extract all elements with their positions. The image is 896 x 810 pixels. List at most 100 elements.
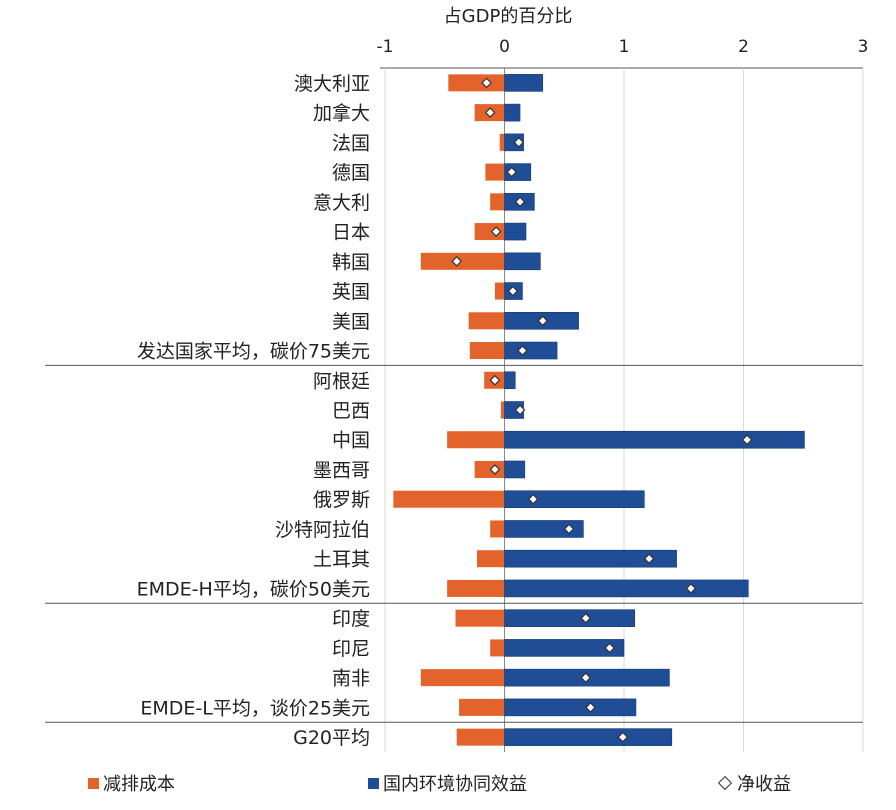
bar-cost — [420, 669, 505, 687]
bar-cost — [447, 431, 505, 449]
bar-cobenefit — [504, 341, 558, 360]
x-tick-label: 3 — [858, 37, 869, 57]
bar-cost — [499, 133, 505, 151]
legend-item-cobenefit: 国内环境协同效益 — [368, 770, 527, 796]
category-label: EMDE-H平均，碳价50美元 — [137, 578, 370, 600]
marker-net — [580, 672, 592, 684]
category-label: 日本 — [332, 222, 370, 244]
marker-net — [527, 493, 539, 505]
bar-cost — [500, 401, 505, 419]
bar-cobenefit — [504, 74, 544, 92]
category-label: 法国 — [332, 132, 370, 154]
bar-cobenefit — [504, 103, 521, 122]
marker-net — [507, 285, 519, 297]
bar-cost — [459, 698, 505, 716]
category-label: 巴西 — [332, 400, 370, 422]
marker-net — [506, 166, 518, 178]
category-label: 发达国家平均，碳价75美元 — [137, 341, 370, 363]
legend: 减排成本 国内环境协同效益 净收益 — [0, 770, 896, 800]
marker-net — [490, 226, 502, 237]
category-label: 墨西哥 — [313, 459, 370, 481]
bar-cobenefit — [504, 490, 645, 509]
bar-cobenefit — [504, 371, 516, 390]
bar-cobenefit — [504, 222, 527, 241]
category-labels: 澳大利亚加拿大法国德国意大利日本韩国英国美国发达国家平均，碳价75美元阿根廷巴西… — [137, 73, 370, 749]
legend-label-net: 净收益 — [737, 774, 791, 795]
bar-cobenefit — [504, 609, 636, 627]
x-tick-label: 2 — [738, 37, 749, 57]
category-label: 韩国 — [332, 251, 370, 273]
bars — [393, 74, 805, 746]
bar-cost — [477, 550, 505, 568]
category-label: 俄罗斯 — [313, 489, 370, 511]
group-separators — [45, 364, 863, 723]
category-label: 中国 — [332, 430, 370, 452]
marker-net — [604, 642, 616, 654]
x-tick-label: -1 — [377, 37, 394, 57]
bar-cost — [474, 460, 505, 478]
category-label: 印度 — [332, 608, 370, 630]
bar-cobenefit — [504, 728, 673, 746]
marker-net — [514, 404, 526, 416]
bar-cobenefit — [504, 549, 677, 568]
bar-cobenefit — [504, 460, 526, 479]
category-label: 意大利 — [313, 192, 370, 214]
x-tick-label: 0 — [499, 37, 510, 57]
marker-net — [489, 464, 501, 475]
legend-swatch-cobenefit — [368, 777, 379, 789]
chart-title: 占GDP的百分比 — [444, 6, 573, 27]
bar-cobenefit — [504, 698, 637, 717]
legend-item-cost: 减排成本 — [88, 770, 175, 796]
marker-net — [484, 107, 496, 118]
legend-label-cobenefit: 国内环境协同效益 — [383, 774, 527, 795]
marker-net — [685, 583, 697, 594]
marker-net — [451, 255, 463, 267]
category-label: 澳大利亚 — [294, 73, 370, 95]
bar-cost — [447, 579, 505, 597]
category-label: 德国 — [332, 162, 370, 184]
bar-cost — [485, 163, 505, 181]
marker-net — [580, 612, 592, 624]
marker-net — [514, 196, 526, 208]
marker-net — [617, 731, 629, 743]
bar-cobenefit — [504, 252, 541, 271]
bar-cobenefit — [504, 520, 584, 538]
marker-net — [513, 136, 525, 148]
legend-marker-net — [717, 775, 733, 791]
category-label: 南非 — [332, 668, 370, 690]
chart: 占GDP的百分比 -1 0 1 2 3 澳大利亚加拿大法国德国意大利日本韩国英国美国发达… — [45, 6, 869, 752]
bar-cobenefit — [504, 430, 805, 449]
category-label: 印尼 — [332, 638, 370, 660]
bar-cost — [490, 639, 505, 657]
category-label: EMDE-L平均，谈价25美元 — [140, 697, 370, 719]
marker-net — [481, 77, 492, 89]
legend-item-net: 净收益 — [717, 770, 791, 796]
net-benefit-markers — [451, 77, 753, 743]
category-label: G20平均 — [293, 727, 370, 749]
marker-net — [643, 553, 655, 565]
category-label: 加拿大 — [313, 102, 370, 125]
bar-cost — [393, 490, 505, 508]
bar-cost — [420, 252, 505, 270]
marker-net — [537, 315, 549, 327]
bar-cobenefit — [504, 579, 749, 598]
legend-label-cost: 减排成本 — [103, 774, 175, 795]
category-label: 英国 — [332, 281, 370, 303]
bar-cost — [494, 282, 505, 300]
bar-cost — [490, 520, 505, 538]
marker-net — [585, 702, 596, 713]
marker-net — [741, 434, 753, 446]
bar-cost — [455, 609, 505, 627]
bar-cobenefit — [504, 639, 625, 657]
bar-cost — [468, 312, 505, 330]
bar-cost — [469, 342, 505, 360]
marker-net — [489, 374, 501, 386]
legend-swatch-cost — [88, 777, 99, 789]
bar-cost — [456, 728, 505, 746]
category-label: 沙特阿拉伯 — [275, 519, 370, 541]
bar-cost — [490, 193, 505, 211]
marker-net — [517, 345, 528, 356]
bar-cost — [448, 74, 505, 92]
x-tick-labels: -1 0 1 2 3 — [377, 37, 869, 57]
category-label: 美国 — [332, 311, 370, 333]
